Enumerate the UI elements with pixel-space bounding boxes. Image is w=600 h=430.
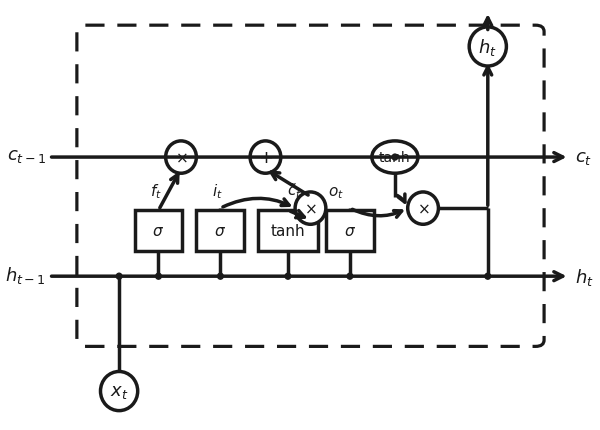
Ellipse shape [250,141,281,174]
Ellipse shape [372,141,418,174]
Ellipse shape [218,273,223,280]
Text: tanh: tanh [379,150,411,165]
Text: $+$: $+$ [258,149,273,167]
Text: $c_t$: $c_t$ [575,149,592,167]
Ellipse shape [155,273,161,280]
Ellipse shape [295,193,326,225]
Bar [259,211,317,251]
Text: $\times$: $\times$ [417,201,430,216]
Text: tanh: tanh [271,224,305,238]
Text: $\tilde{c}_t$: $\tilde{c}_t$ [287,181,302,200]
Text: $f_t$: $f_t$ [150,181,161,200]
Ellipse shape [485,273,491,280]
Ellipse shape [407,193,439,225]
Text: $\sigma$: $\sigma$ [344,224,356,238]
Text: $\sigma$: $\sigma$ [214,224,226,238]
Ellipse shape [285,273,291,280]
Text: $h_{t-1}$: $h_{t-1}$ [5,264,46,285]
Text: $\sigma$: $\sigma$ [152,224,164,238]
Bar [134,211,182,251]
Text: $o_t$: $o_t$ [328,184,344,200]
Text: $i_t$: $i_t$ [212,181,223,200]
Ellipse shape [347,273,353,280]
Text: $c_{t-1}$: $c_{t-1}$ [7,147,46,165]
Text: $\times$: $\times$ [304,201,317,216]
Ellipse shape [469,28,506,67]
Text: $h_t$: $h_t$ [575,266,594,287]
Text: $\times$: $\times$ [175,150,187,165]
Text: $h_t$: $h_t$ [478,37,497,58]
Ellipse shape [392,155,398,161]
Ellipse shape [116,273,122,280]
Text: $x_t$: $x_t$ [110,382,128,400]
Bar [326,211,374,251]
Ellipse shape [100,372,137,411]
Bar [196,211,244,251]
Ellipse shape [166,141,196,174]
